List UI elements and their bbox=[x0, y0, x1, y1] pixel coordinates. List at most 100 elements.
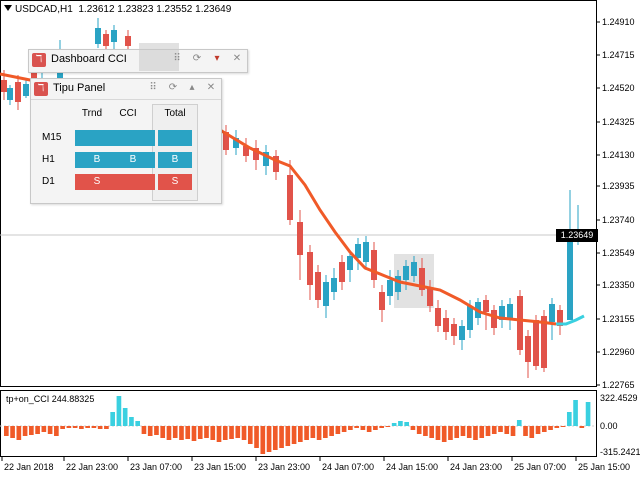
cci-bar bbox=[79, 426, 84, 429]
cci-bar bbox=[4, 426, 9, 436]
refresh-icon[interactable]: ⟳ bbox=[192, 53, 202, 64]
cci-bar bbox=[360, 426, 366, 430]
candle-body bbox=[355, 244, 361, 258]
cell-d1-trend: S bbox=[75, 174, 119, 190]
candle-body bbox=[507, 304, 513, 318]
time-axis-label: 22 Jan 23:00 bbox=[66, 462, 118, 472]
cci-bar bbox=[235, 426, 241, 438]
cell-m15-total bbox=[158, 130, 192, 146]
cci-bar bbox=[122, 408, 128, 426]
cci-bar bbox=[172, 426, 178, 438]
cci-bar bbox=[448, 426, 453, 440]
cci-bar bbox=[560, 426, 566, 427]
cci-bar bbox=[529, 426, 535, 438]
candle-body bbox=[483, 300, 489, 312]
cci-bar bbox=[216, 426, 222, 442]
candle-body bbox=[427, 288, 433, 306]
cci-bar bbox=[54, 426, 59, 436]
price-axis-label: 1.23549 bbox=[602, 248, 635, 258]
grid-icon[interactable]: ⠿ bbox=[149, 82, 157, 93]
cci-bar bbox=[523, 426, 528, 436]
candle-body bbox=[557, 310, 563, 326]
row-label-h1: H1 bbox=[42, 154, 55, 165]
cci-bar bbox=[35, 426, 40, 434]
cci-bar bbox=[210, 426, 216, 440]
cci-bar bbox=[229, 426, 234, 439]
chart-symbol-info: USDCAD,H1 1.23612 1.23823 1.23552 1.2364… bbox=[4, 4, 231, 15]
cci-bar bbox=[16, 426, 22, 440]
candle-body bbox=[435, 308, 441, 326]
candle-body bbox=[419, 268, 425, 290]
cci-bar bbox=[298, 426, 303, 442]
grid-icon[interactable]: ⠿ bbox=[173, 53, 181, 64]
tipu-panel[interactable]: ℸ Tipu Panel ⠿ ⟳ ▴ ✕ Trnd CCI Total M15 … bbox=[30, 78, 222, 204]
moving-average-tail bbox=[556, 314, 585, 326]
candle-body bbox=[347, 256, 353, 270]
candle-body bbox=[533, 320, 539, 366]
tipu-panel-header[interactable]: ℸ Tipu Panel ⠿ ⟳ ▴ ✕ bbox=[31, 79, 221, 100]
close-icon[interactable]: ✕ bbox=[232, 53, 242, 64]
cci-bar bbox=[260, 426, 266, 454]
cci-bar bbox=[404, 422, 409, 426]
candle-body bbox=[379, 292, 385, 310]
cci-bar bbox=[66, 426, 72, 428]
cci-bar bbox=[185, 426, 191, 439]
candle-body bbox=[223, 132, 229, 150]
cell-d1-cci bbox=[111, 174, 155, 190]
time-axis-label: 25 Jan 07:00 bbox=[514, 462, 566, 472]
price-axis-label: 1.22765 bbox=[602, 380, 635, 390]
row-label-m15: M15 bbox=[42, 132, 62, 143]
time-axis-label: 22 Jan 2018 bbox=[4, 462, 54, 472]
close-icon[interactable]: ✕ bbox=[206, 82, 216, 93]
cci-bar bbox=[304, 426, 309, 440]
candle-body bbox=[525, 336, 531, 362]
cci-bar bbox=[498, 426, 503, 432]
cci-bar bbox=[179, 426, 184, 440]
candle-body bbox=[491, 310, 497, 328]
cci-bar bbox=[566, 412, 572, 426]
dashboard-cci-panel[interactable]: ℸ Dashboard CCI ⠿ ⟳ ▾ ✕ bbox=[28, 43, 248, 73]
cci-bar bbox=[435, 426, 441, 440]
candle-body bbox=[297, 222, 303, 255]
header-trend: Trnd bbox=[81, 108, 103, 119]
cci-bar bbox=[341, 426, 347, 432]
row-label-d1: D1 bbox=[42, 176, 55, 187]
cci-bar bbox=[579, 426, 585, 428]
cci-bar bbox=[222, 426, 228, 440]
candle-body bbox=[287, 175, 293, 220]
candle-body bbox=[307, 252, 313, 285]
refresh-icon[interactable]: ⟳ bbox=[168, 82, 178, 93]
cci-bar bbox=[166, 426, 172, 440]
cci-bar bbox=[147, 426, 153, 436]
cci-bar bbox=[504, 426, 510, 434]
cci-bar bbox=[466, 426, 472, 438]
candle-body bbox=[339, 262, 345, 282]
candle-body bbox=[95, 28, 101, 44]
current-price-tag: 1.23649 bbox=[556, 229, 598, 242]
collapse-icon[interactable]: ▴ bbox=[189, 82, 195, 93]
cci-bar bbox=[154, 426, 159, 435]
cci-bar bbox=[310, 426, 316, 438]
cci-bar bbox=[398, 421, 403, 426]
cci-bar bbox=[110, 412, 115, 426]
cci-bar bbox=[410, 426, 416, 430]
cci-bar bbox=[516, 420, 522, 426]
cci-bar bbox=[473, 426, 478, 440]
candle-body bbox=[7, 88, 13, 100]
dropdown-icon[interactable]: ▾ bbox=[214, 53, 220, 64]
time-axis-label: 24 Jan 15:00 bbox=[386, 462, 438, 472]
candle-body bbox=[451, 324, 457, 336]
dashboard-title: Dashboard CCI bbox=[51, 53, 127, 65]
candle-body bbox=[387, 280, 393, 296]
cci-bar bbox=[285, 426, 291, 446]
cci-bar bbox=[373, 426, 378, 430]
cci-bar bbox=[279, 426, 284, 448]
cci-bar bbox=[485, 426, 491, 436]
candle-body bbox=[363, 242, 369, 262]
candle-body bbox=[517, 296, 523, 350]
cci-bar bbox=[272, 426, 278, 450]
indicator-frame bbox=[0, 390, 597, 457]
candle-body bbox=[541, 316, 547, 368]
